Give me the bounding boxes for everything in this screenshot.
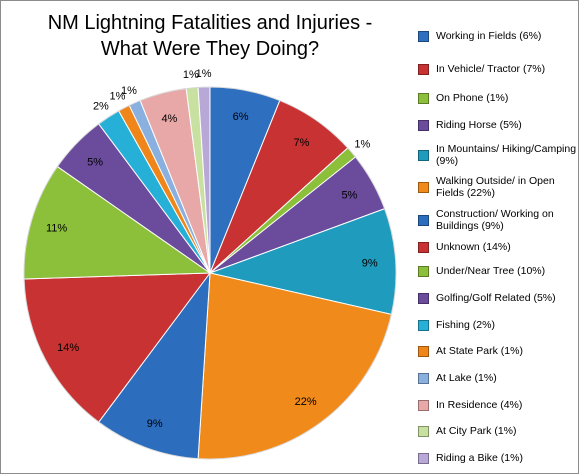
legend-swatch [418, 453, 429, 464]
legend-label: At State Park (1%) [436, 345, 523, 357]
legend-label: Working in Fields (6%) [436, 30, 542, 42]
slice-data-label: 5% [87, 157, 103, 169]
slice-data-label: 14% [57, 342, 79, 354]
legend-swatch [418, 93, 429, 104]
slice-data-label: 5% [341, 190, 357, 202]
pie-slice [208, 208, 397, 315]
legend-label: Riding Horse (5%) [436, 119, 522, 131]
slice-data-label: 1% [110, 91, 126, 103]
slice-data-label: 7% [294, 137, 310, 149]
slice-data-label: 6% [233, 111, 249, 123]
slice-data-label: 9% [147, 418, 163, 430]
legend-swatch [418, 426, 429, 437]
slice-data-label: 1% [196, 68, 212, 80]
legend-swatch [418, 150, 429, 161]
slice-data-label: 11% [46, 223, 67, 235]
legend-swatch [418, 242, 429, 253]
legend-label: Golfing/Golf Related (5%) [436, 292, 556, 304]
legend-label: Unknown (14%) [436, 241, 511, 253]
pie-slice [23, 165, 212, 280]
chart-title-line-2: What Were They Doing? [100, 38, 320, 60]
legend-label: Construction/ Working on Buildings (9%) [436, 208, 554, 232]
pie-slice [23, 272, 212, 423]
chart-title: NM Lightning Fatalities and Injuries - W… [0, 10, 420, 62]
legend-label: At City Park (1%) [436, 425, 517, 437]
legend-swatch [418, 120, 429, 131]
legend-label: In Residence (4%) [436, 399, 523, 411]
slice-data-label: 2% [93, 100, 109, 112]
slice-data-label: 1% [183, 69, 199, 81]
slice-data-label: 9% [362, 258, 378, 270]
legend-swatch [418, 400, 429, 411]
slice-data-label: 1% [354, 138, 370, 150]
legend-swatch [418, 215, 429, 226]
legend-swatch [418, 266, 429, 277]
pie-slice [98, 271, 211, 460]
legend-swatch [418, 182, 429, 193]
pie-slice [197, 272, 392, 460]
legend-label: Walking Outside/ in Open Fields (22%) [436, 175, 555, 199]
legend-swatch [418, 31, 429, 42]
slice-data-label: 4% [161, 113, 177, 125]
legend-label: In Mountains/ Hiking/Camping (9%) [436, 143, 577, 167]
legend-swatch [418, 373, 429, 384]
legend-label: At Lake (1%) [436, 372, 497, 384]
pie-outline [23, 86, 397, 460]
legend-swatch [418, 346, 429, 357]
legend-swatch [418, 64, 429, 75]
legend-label: Under/Near Tree (10%) [436, 265, 546, 277]
chart-title-line-1: NM Lightning Fatalities and Injuries - [47, 12, 373, 34]
legend-label: In Vehicle/ Tractor (7%) [436, 63, 546, 75]
legend-label: On Phone (1%) [436, 92, 509, 104]
legend-swatch [418, 293, 429, 304]
slice-data-label: 22% [295, 396, 317, 408]
legend-label: Riding a Bike (1%) [436, 452, 523, 464]
pie-slice [197, 86, 211, 274]
legend-swatch [418, 320, 429, 331]
legend-label: Fishing (2%) [436, 319, 495, 331]
slice-data-label: 1% [121, 85, 137, 97]
